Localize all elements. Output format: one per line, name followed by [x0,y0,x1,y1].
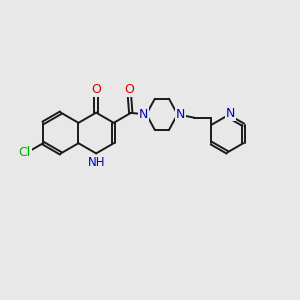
Text: N: N [226,107,235,120]
Text: N: N [139,108,148,121]
Text: O: O [124,83,134,96]
Text: O: O [91,82,101,96]
Text: Cl: Cl [18,146,31,159]
Text: NH: NH [87,156,105,169]
Text: N: N [176,108,185,121]
